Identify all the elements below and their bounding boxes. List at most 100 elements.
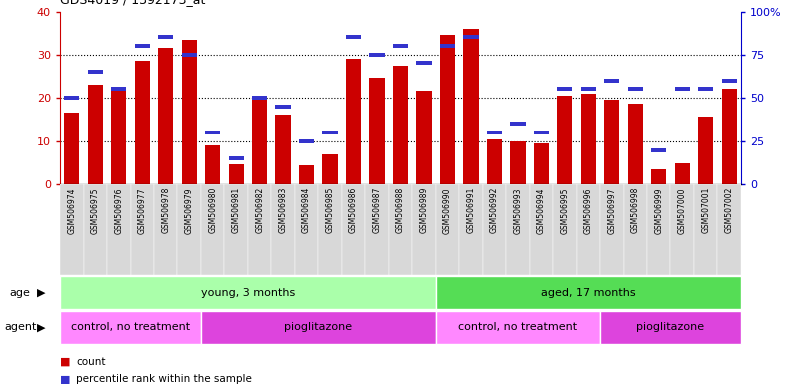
Bar xyxy=(577,184,600,275)
Bar xyxy=(111,91,127,184)
Bar xyxy=(178,184,201,275)
Text: percentile rank within the sample: percentile rank within the sample xyxy=(76,374,252,384)
Bar xyxy=(647,184,670,275)
Text: GSM507002: GSM507002 xyxy=(725,187,734,233)
Bar xyxy=(201,311,436,344)
Bar xyxy=(342,184,365,275)
Bar xyxy=(581,87,596,91)
Text: control, no treatment: control, no treatment xyxy=(71,322,190,333)
Bar xyxy=(365,184,388,275)
Bar xyxy=(87,85,103,184)
Text: GSM506983: GSM506983 xyxy=(279,187,288,233)
Text: GDS4019 / 1392173_at: GDS4019 / 1392173_at xyxy=(60,0,205,6)
Bar xyxy=(670,184,694,275)
Bar xyxy=(533,143,549,184)
Bar xyxy=(674,87,690,91)
Text: ■: ■ xyxy=(60,374,70,384)
Bar xyxy=(276,104,291,109)
Bar xyxy=(463,35,478,40)
Text: GSM507000: GSM507000 xyxy=(678,187,686,233)
Bar xyxy=(252,96,268,100)
Bar xyxy=(651,148,666,152)
Text: GSM506996: GSM506996 xyxy=(584,187,593,233)
Bar xyxy=(581,94,596,184)
Text: GSM506982: GSM506982 xyxy=(256,187,264,233)
Bar xyxy=(87,70,103,74)
Bar xyxy=(111,87,127,91)
Bar xyxy=(483,184,506,275)
Text: control, no treatment: control, no treatment xyxy=(458,322,578,333)
Bar xyxy=(158,35,173,40)
Bar xyxy=(440,35,455,184)
Bar xyxy=(228,164,244,184)
Bar xyxy=(323,154,338,184)
Bar xyxy=(346,35,361,40)
Bar xyxy=(698,87,714,91)
Bar xyxy=(417,61,432,65)
Bar xyxy=(205,131,220,134)
Bar xyxy=(64,113,79,184)
Text: ▶: ▶ xyxy=(38,322,46,333)
Bar xyxy=(392,44,409,48)
Bar xyxy=(318,184,342,275)
Bar xyxy=(107,184,131,275)
Bar xyxy=(182,40,197,184)
Bar xyxy=(158,48,173,184)
Text: aged, 17 months: aged, 17 months xyxy=(541,288,636,298)
Text: ■: ■ xyxy=(60,357,70,367)
Bar xyxy=(674,163,690,184)
Text: GSM506993: GSM506993 xyxy=(513,187,522,233)
Bar xyxy=(436,276,741,309)
Bar xyxy=(60,311,201,344)
Bar xyxy=(60,184,83,275)
Text: young, 3 months: young, 3 months xyxy=(201,288,295,298)
Bar xyxy=(628,104,643,184)
Text: GSM506990: GSM506990 xyxy=(443,187,452,233)
Bar xyxy=(604,79,619,83)
Bar xyxy=(463,29,478,184)
Bar xyxy=(346,59,361,184)
Bar xyxy=(553,184,577,275)
Text: GSM506984: GSM506984 xyxy=(302,187,311,233)
Text: GSM506974: GSM506974 xyxy=(67,187,76,233)
Text: GSM506994: GSM506994 xyxy=(537,187,545,233)
Bar xyxy=(487,139,502,184)
Bar xyxy=(722,89,737,184)
Text: GSM506981: GSM506981 xyxy=(231,187,240,233)
Bar xyxy=(436,311,600,344)
Bar xyxy=(295,184,318,275)
Bar xyxy=(604,100,619,184)
Bar xyxy=(651,169,666,184)
Bar xyxy=(299,139,314,143)
Text: GSM506987: GSM506987 xyxy=(372,187,381,233)
Text: GSM506998: GSM506998 xyxy=(630,187,640,233)
Text: pioglitazone: pioglitazone xyxy=(637,322,705,333)
Bar xyxy=(557,87,573,91)
Bar xyxy=(600,311,741,344)
Bar xyxy=(224,184,248,275)
Bar xyxy=(510,122,525,126)
Bar xyxy=(205,146,220,184)
Bar xyxy=(323,131,338,134)
Bar xyxy=(272,184,295,275)
Bar xyxy=(533,131,549,134)
Bar xyxy=(510,141,525,184)
Text: GSM506979: GSM506979 xyxy=(185,187,194,233)
Bar xyxy=(369,78,384,184)
Bar xyxy=(388,184,413,275)
Bar xyxy=(135,44,150,48)
Bar xyxy=(60,276,436,309)
Text: GSM506991: GSM506991 xyxy=(466,187,476,233)
Text: GSM506995: GSM506995 xyxy=(561,187,570,233)
Bar xyxy=(154,184,178,275)
Bar xyxy=(131,184,154,275)
Bar xyxy=(506,184,529,275)
Bar xyxy=(252,98,268,184)
Text: GSM506985: GSM506985 xyxy=(325,187,335,233)
Bar xyxy=(228,156,244,161)
Text: GSM506992: GSM506992 xyxy=(490,187,499,233)
Text: GSM506980: GSM506980 xyxy=(208,187,217,233)
Bar xyxy=(436,184,459,275)
Bar xyxy=(299,165,314,184)
Bar xyxy=(600,184,623,275)
